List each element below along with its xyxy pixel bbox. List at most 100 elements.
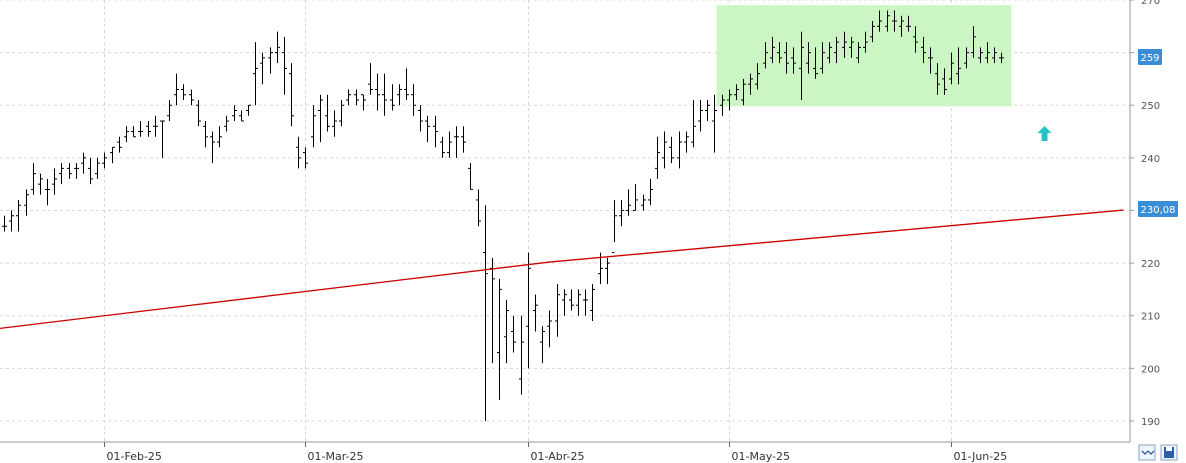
ohlc-bar [813, 47, 818, 79]
ohlc-bar [906, 15, 911, 32]
ohlc-bar [375, 73, 380, 111]
ohlc-bar [275, 31, 280, 64]
ohlc-bar [339, 99, 344, 127]
ohlc-bar [146, 121, 151, 137]
ohlc-bar [74, 163, 79, 179]
ohlc-bar [720, 94, 725, 116]
ohlc-bar [791, 47, 796, 74]
y-tick-label: 190 [1141, 417, 1160, 428]
ohlc-bar [110, 146, 115, 164]
ohlc-bar [52, 168, 57, 195]
ohlc-bar [16, 199, 21, 232]
ohlc-bar [877, 10, 882, 32]
ohlc-bar [705, 99, 710, 122]
ohlc-bar [67, 163, 72, 179]
ohlc-bar [318, 94, 323, 143]
ohlc-bar [174, 73, 179, 106]
ohlc-bar [346, 89, 351, 106]
ohlc-bar [253, 42, 258, 106]
ma-value-label: 230,08 [1141, 205, 1176, 216]
x-tick-label: 01-Feb-25 [107, 450, 162, 463]
ohlc-bar [748, 73, 753, 95]
ma-value-tag: 230,08 [1138, 201, 1178, 217]
ohlc-bar [476, 189, 481, 227]
ohlc-bar [38, 173, 43, 195]
ohlc-bar [102, 152, 107, 169]
ohlc-bar [196, 99, 201, 127]
ohlc-bar [770, 36, 775, 64]
ohlc-bar [741, 78, 746, 106]
ohlc-bar [892, 10, 897, 32]
moving-average-line [0, 209, 1124, 329]
ohlc-bar [763, 42, 768, 69]
ohlc-bar [361, 94, 366, 111]
x-tick-label: 01-Mar-25 [308, 450, 364, 463]
ohlc-bar [95, 157, 100, 179]
ohlc-bar [633, 184, 638, 211]
ohlc-bar [504, 299, 509, 364]
ohlc-bar [799, 31, 804, 100]
save-icon[interactable] [1160, 444, 1178, 461]
ohlc-bar [203, 121, 208, 148]
ohlc-bar [806, 42, 811, 74]
ohlc-bar [239, 110, 244, 122]
ohlc-bar [777, 42, 782, 64]
ohlc-bar [325, 94, 330, 132]
highlight-zone [716, 5, 1012, 107]
zoom-button[interactable] [1138, 444, 1156, 461]
ohlc-bar [289, 63, 294, 127]
ohlc-bar [332, 110, 337, 137]
ohlc-bar [418, 105, 423, 132]
ohlc-bar [368, 63, 373, 95]
ohlc-bar [734, 84, 739, 100]
ohlc-bar [511, 315, 516, 353]
ohlc-bar [519, 315, 524, 395]
ohlc-bar [81, 152, 86, 174]
ohlc-bar [189, 89, 194, 106]
ohlc-bar [382, 73, 387, 116]
ohlc-bar [167, 99, 172, 122]
ohlc-bar [526, 252, 531, 369]
ohlc-bar [612, 199, 617, 254]
ohlc-bar [296, 136, 301, 169]
ohlc-bar [569, 289, 574, 311]
ohlc-bar [964, 47, 969, 69]
ohlc-bar [153, 115, 158, 137]
ohlc-bar [820, 42, 825, 74]
y-tick-label: 200 [1141, 364, 1160, 375]
ohlc-bar [619, 199, 624, 227]
ohlc-bar [655, 136, 660, 179]
ohlc-bar [712, 94, 717, 153]
ohlc-bar [856, 42, 861, 64]
ohlc-bar [45, 178, 50, 206]
ohlc-bar [440, 136, 445, 158]
ohlc-bar [727, 89, 732, 111]
ohlc-bar [605, 257, 610, 285]
ohlc-bar [397, 84, 402, 106]
ohlc-bar [354, 89, 359, 106]
ohlc-bar [24, 189, 29, 216]
ohlc-bar [181, 84, 186, 100]
ohlc-bar [870, 21, 875, 43]
ohlc-bar [124, 126, 129, 143]
ohlc-bar [648, 178, 653, 206]
ohlc-bar [131, 126, 136, 138]
y-tick-label: 250 [1141, 101, 1160, 112]
ohlc-bar [390, 84, 395, 111]
ohlc-bar [985, 42, 990, 64]
ohlc-bar [217, 126, 222, 148]
ohlc-bar [260, 52, 265, 85]
ohlc-bar [411, 84, 416, 116]
ohlc-bar [425, 115, 430, 143]
ohlc-bar [641, 194, 646, 211]
ohlc-bar [461, 126, 466, 153]
ohlc-bar [138, 121, 143, 137]
x-tick-label: 01-Jun-25 [954, 450, 1008, 463]
ohlc-bar [842, 31, 847, 58]
ohlc-bar [755, 63, 760, 90]
ohlc-bar [497, 278, 502, 400]
y-tick-label: 270 [1141, 0, 1160, 7]
ohlc-bar [978, 47, 983, 64]
ohlc-bar [88, 157, 93, 185]
